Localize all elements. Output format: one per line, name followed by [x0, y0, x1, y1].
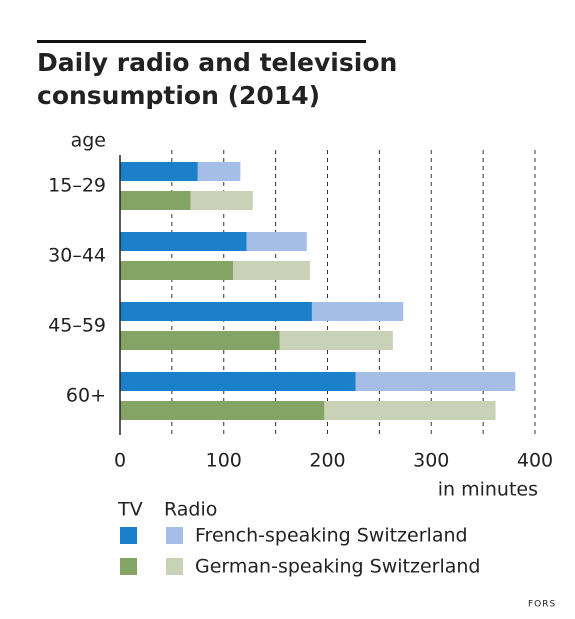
bar-segment [120, 261, 234, 280]
x-tick-label: 100 [206, 450, 242, 472]
bar-segment [246, 232, 307, 251]
y-tick-label: 30–44 [48, 245, 106, 267]
chart-title: consumption (2014) [37, 81, 320, 110]
bar-segment [120, 162, 198, 181]
bar-segment [355, 372, 516, 391]
bar-segment [120, 401, 325, 420]
source: FORS [528, 600, 556, 610]
x-tick-label: 300 [413, 450, 449, 472]
legend-swatch [166, 558, 183, 575]
bar-segment [120, 302, 312, 321]
bar-segment [233, 261, 310, 280]
legend-label: German-speaking Switzerland [195, 556, 480, 578]
bar-segment [120, 331, 280, 350]
bar-segment [120, 191, 191, 210]
x-axis-label: in minutes [438, 479, 538, 501]
bar-segment [190, 191, 253, 210]
title-rule [37, 40, 366, 43]
bar-segment [279, 331, 393, 350]
legend-swatch [166, 527, 183, 544]
x-tick-label: 0 [114, 450, 126, 472]
bar-segment [311, 302, 404, 321]
bar-segment [120, 372, 356, 391]
legend-column-header: TV [117, 499, 143, 521]
chart-title: Daily radio and television [37, 48, 397, 77]
x-tick-label: 200 [309, 450, 345, 472]
bar-segment [120, 232, 247, 251]
y-tick-label: 45–59 [48, 315, 106, 337]
x-tick-label: 400 [517, 450, 553, 472]
legend-swatch [120, 527, 137, 544]
y-axis-label: age [71, 130, 106, 152]
bar-segment [324, 401, 496, 420]
y-tick-label: 60+ [66, 385, 106, 407]
legend-swatch [120, 558, 137, 575]
legend-label: French-speaking Switzerland [195, 525, 468, 547]
legend-column-header: Radio [164, 499, 217, 521]
y-tick-label: 15–29 [48, 175, 106, 197]
bar-segment [197, 162, 241, 181]
